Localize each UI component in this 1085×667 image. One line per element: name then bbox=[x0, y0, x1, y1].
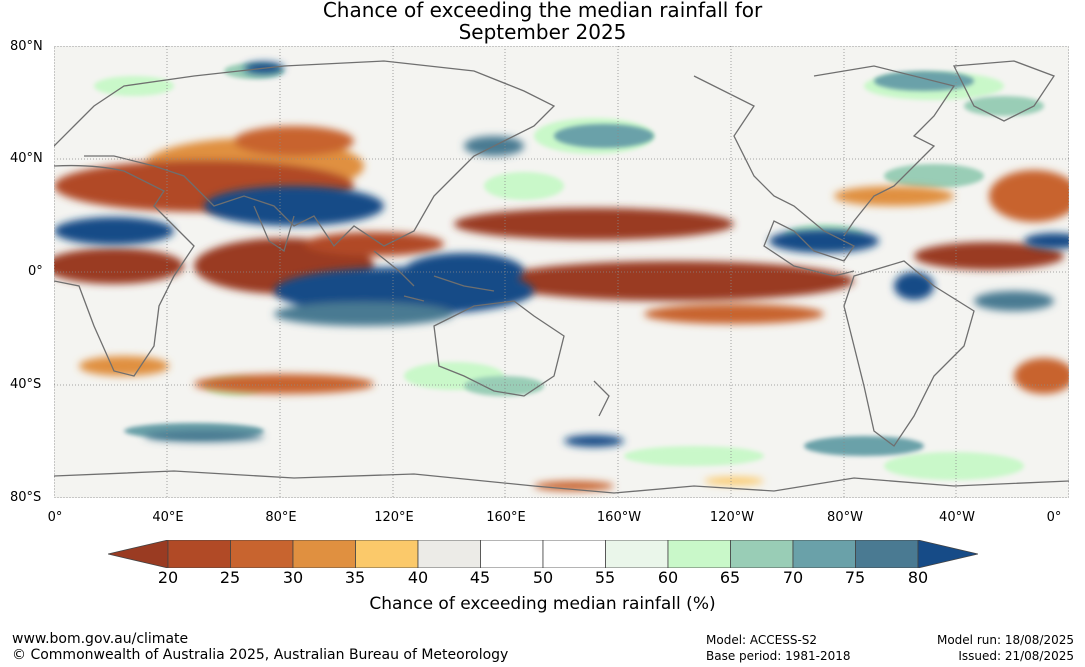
colorbar-cell bbox=[855, 540, 919, 568]
lon-label-160e: 160°E bbox=[486, 510, 526, 525]
lon-label-120e: 120°E bbox=[374, 510, 414, 525]
footer-model: Model: ACCESS-S2 bbox=[706, 633, 818, 647]
colorbar-label: Chance of exceeding median rainfall (%) bbox=[369, 594, 716, 614]
colorbar-cell bbox=[292, 540, 356, 568]
lon-label-40w: 40°W bbox=[939, 510, 975, 525]
colorbar-tick-40: 40 bbox=[407, 568, 429, 587]
colorbar-tick-45: 45 bbox=[469, 568, 491, 587]
map-title-line1: Chance of exceeding the median rainfall … bbox=[322, 0, 763, 22]
lon-label-80e: 80°E bbox=[265, 510, 297, 525]
lat-label-80n: 80°N bbox=[10, 39, 43, 54]
lon-label-40e: 40°E bbox=[152, 510, 184, 525]
lat-label-0: 0° bbox=[28, 264, 43, 279]
colorbar-tick-50: 50 bbox=[532, 568, 554, 587]
lat-label-80s: 80°S bbox=[10, 490, 42, 505]
lon-label-80w: 80°W bbox=[827, 510, 863, 525]
colorbar-cell bbox=[792, 540, 856, 568]
colorbar-tick-75: 75 bbox=[844, 568, 866, 587]
colorbar-tick-20: 20 bbox=[157, 568, 179, 587]
map-frame bbox=[54, 46, 1069, 498]
footer-url[interactable]: www.bom.gov.au/climate bbox=[12, 631, 189, 647]
footer-copyright: © Commonwealth of Australia 2025, Austra… bbox=[12, 647, 509, 663]
map-title-line2: September 2025 bbox=[458, 20, 627, 44]
rainfall-probability-map bbox=[54, 46, 1069, 498]
colorbar-tick-55: 55 bbox=[594, 568, 616, 587]
colorbar-tick-25: 25 bbox=[219, 568, 241, 587]
colorbar-arrow-low bbox=[108, 540, 169, 568]
colorbar-cell bbox=[167, 540, 231, 568]
colorbar-cell bbox=[605, 540, 669, 568]
colorbar-tick-60: 60 bbox=[657, 568, 679, 587]
colorbar-tick-35: 35 bbox=[344, 568, 366, 587]
colorbar-cell bbox=[230, 540, 294, 568]
lon-label-0-right: 0° bbox=[1046, 510, 1062, 525]
colorbar-tick-30: 30 bbox=[282, 568, 304, 587]
colorbar-tick-70: 70 bbox=[782, 568, 804, 587]
colorbar bbox=[108, 540, 978, 568]
colorbar-tick-80: 80 bbox=[907, 568, 929, 587]
lon-label-0: 0° bbox=[47, 510, 63, 525]
wet-anomaly-regions bbox=[54, 62, 1069, 447]
colorbar-cell bbox=[667, 540, 731, 568]
colorbar-cell bbox=[417, 540, 481, 568]
footer-model-run: Model run: 18/08/2025 bbox=[936, 633, 1074, 647]
lon-label-120w: 120°W bbox=[709, 510, 755, 525]
footer-base-period: Base period: 1981-2018 bbox=[706, 649, 851, 663]
colorbar-cell bbox=[730, 540, 794, 568]
lat-label-40n: 40°N bbox=[10, 151, 43, 166]
lon-label-160w: 160°W bbox=[596, 510, 642, 525]
graticule bbox=[54, 46, 1069, 498]
footer-issued: Issued: 21/08/2025 bbox=[958, 649, 1074, 663]
colorbar-arrow-high bbox=[917, 540, 978, 568]
colorbar-cell bbox=[542, 540, 606, 568]
lat-label-40s: 40°S bbox=[10, 377, 42, 392]
coastlines bbox=[54, 60, 1069, 494]
colorbar-tick-65: 65 bbox=[719, 568, 741, 587]
colorbar-cell bbox=[355, 540, 419, 568]
colorbar-cell bbox=[480, 540, 544, 568]
